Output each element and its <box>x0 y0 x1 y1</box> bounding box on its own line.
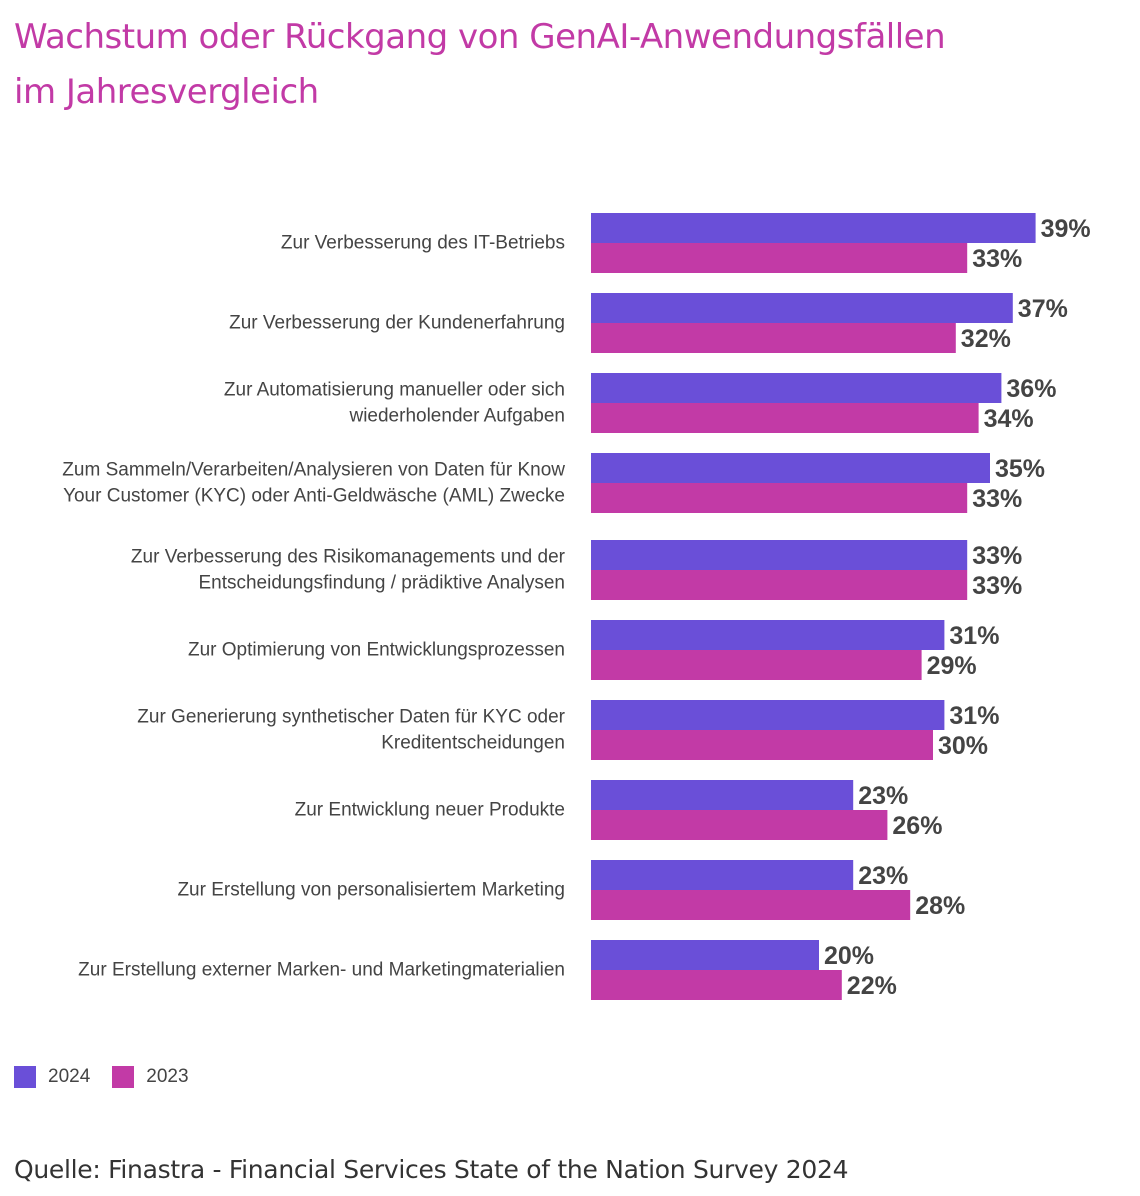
legend-label-2024: 2024 <box>48 1066 91 1087</box>
bar-2024-9 <box>591 860 854 890</box>
chart-title: Wachstum oder Rückgang von GenAI-Anwendu… <box>14 10 1114 120</box>
value-label-2023-3: 34% <box>984 405 1034 433</box>
bar-2024-5 <box>591 540 968 570</box>
bar-2023-3 <box>591 403 979 433</box>
value-label-2024-9: 23% <box>858 862 908 890</box>
legend-swatch-2024 <box>14 1066 36 1088</box>
category-label-5-line-2: Entscheidungsfindung / prädiktive Analys… <box>198 573 565 594</box>
category-label-8: Zur Entwicklung neuer Produkte <box>295 800 565 821</box>
category-label-3-line-2: wiederholender Aufgaben <box>348 406 565 427</box>
value-label-2024-1: 39% <box>1041 215 1091 243</box>
value-label-2023-6: 29% <box>927 652 977 680</box>
category-label-7-line-2: Kreditentscheidungen <box>381 733 565 754</box>
value-label-2024-2: 37% <box>1018 295 1068 323</box>
category-label-4-line-1: Zum Sammeln/Verarbeiten/Analysieren von … <box>62 460 565 481</box>
category-label-6: Zur Optimierung von Entwicklungsprozesse… <box>188 640 565 661</box>
bar-2023-6 <box>591 650 922 680</box>
category-label-1: Zur Verbesserung des IT-Betriebs <box>281 233 565 254</box>
value-label-2023-2: 32% <box>961 325 1011 353</box>
category-label-4-line-2: Your Customer (KYC) oder Anti-Geldwäsche… <box>63 486 565 507</box>
value-label-2023-9: 28% <box>915 892 965 920</box>
legend-item-2023: 2023 <box>112 1066 189 1088</box>
bar-2024-7 <box>591 700 945 730</box>
bar-2024-3 <box>591 373 1002 403</box>
bar-2023-2 <box>591 323 956 353</box>
value-label-2023-5: 33% <box>972 572 1022 600</box>
value-label-2024-5: 33% <box>972 542 1022 570</box>
bar-2023-5 <box>591 570 968 600</box>
bar-2024-4 <box>591 453 990 483</box>
chart-title-line-1: Wachstum oder Rückgang von GenAI-Anwendu… <box>14 17 946 57</box>
category-label-7-line-1: Zur Generierung synthetischer Daten für … <box>137 707 565 728</box>
chart-title-line-2: im Jahresvergleich <box>14 72 319 112</box>
value-label-2024-6: 31% <box>949 622 999 650</box>
bar-chart: Zur Verbesserung des IT-Betriebs 39% 33% Zu… <box>62 213 1091 1000</box>
bar-2023-9 <box>591 890 911 920</box>
bar-2023-8 <box>591 810 888 840</box>
value-label-2024-10: 20% <box>824 942 874 970</box>
value-label-2023-10: 22% <box>847 972 897 1000</box>
bar-2023-4 <box>591 483 968 513</box>
value-label-2023-7: 30% <box>938 732 988 760</box>
value-label-2023-1: 33% <box>972 245 1022 273</box>
value-label-2023-8: 26% <box>892 812 942 840</box>
source-note: Quelle: Finastra - Financial Services St… <box>14 1155 849 1184</box>
category-label-10: Zur Erstellung externer Marken- und Mark… <box>78 960 565 981</box>
bar-2024-2 <box>591 293 1013 323</box>
value-label-2024-4: 35% <box>995 455 1045 483</box>
bar-2024-6 <box>591 620 945 650</box>
bar-2024-8 <box>591 780 854 810</box>
bar-2024-1 <box>591 213 1036 243</box>
legend-label-2023: 2023 <box>146 1066 189 1087</box>
bar-2024-10 <box>591 940 819 970</box>
legend: 2024 2023 <box>14 1066 211 1088</box>
value-label-2024-7: 31% <box>949 702 999 730</box>
value-label-2024-3: 36% <box>1006 375 1056 403</box>
legend-swatch-2023 <box>112 1066 135 1088</box>
bar-2023-1 <box>591 243 968 273</box>
category-label-2: Zur Verbesserung der Kundenerfahrung <box>229 313 565 334</box>
value-label-2024-8: 23% <box>858 782 908 810</box>
category-label-3-line-1: Zur Automatisierung manueller oder sich <box>224 380 565 401</box>
bar-2023-7 <box>591 730 933 760</box>
category-label-5-line-1: Zur Verbesserung des Risikomanagements u… <box>131 547 566 568</box>
category-label-9: Zur Erstellung von personalisiertem Mark… <box>177 880 565 901</box>
legend-item-2024: 2024 <box>14 1066 90 1088</box>
value-label-2023-4: 33% <box>972 485 1022 513</box>
bar-2023-10 <box>591 970 842 1000</box>
